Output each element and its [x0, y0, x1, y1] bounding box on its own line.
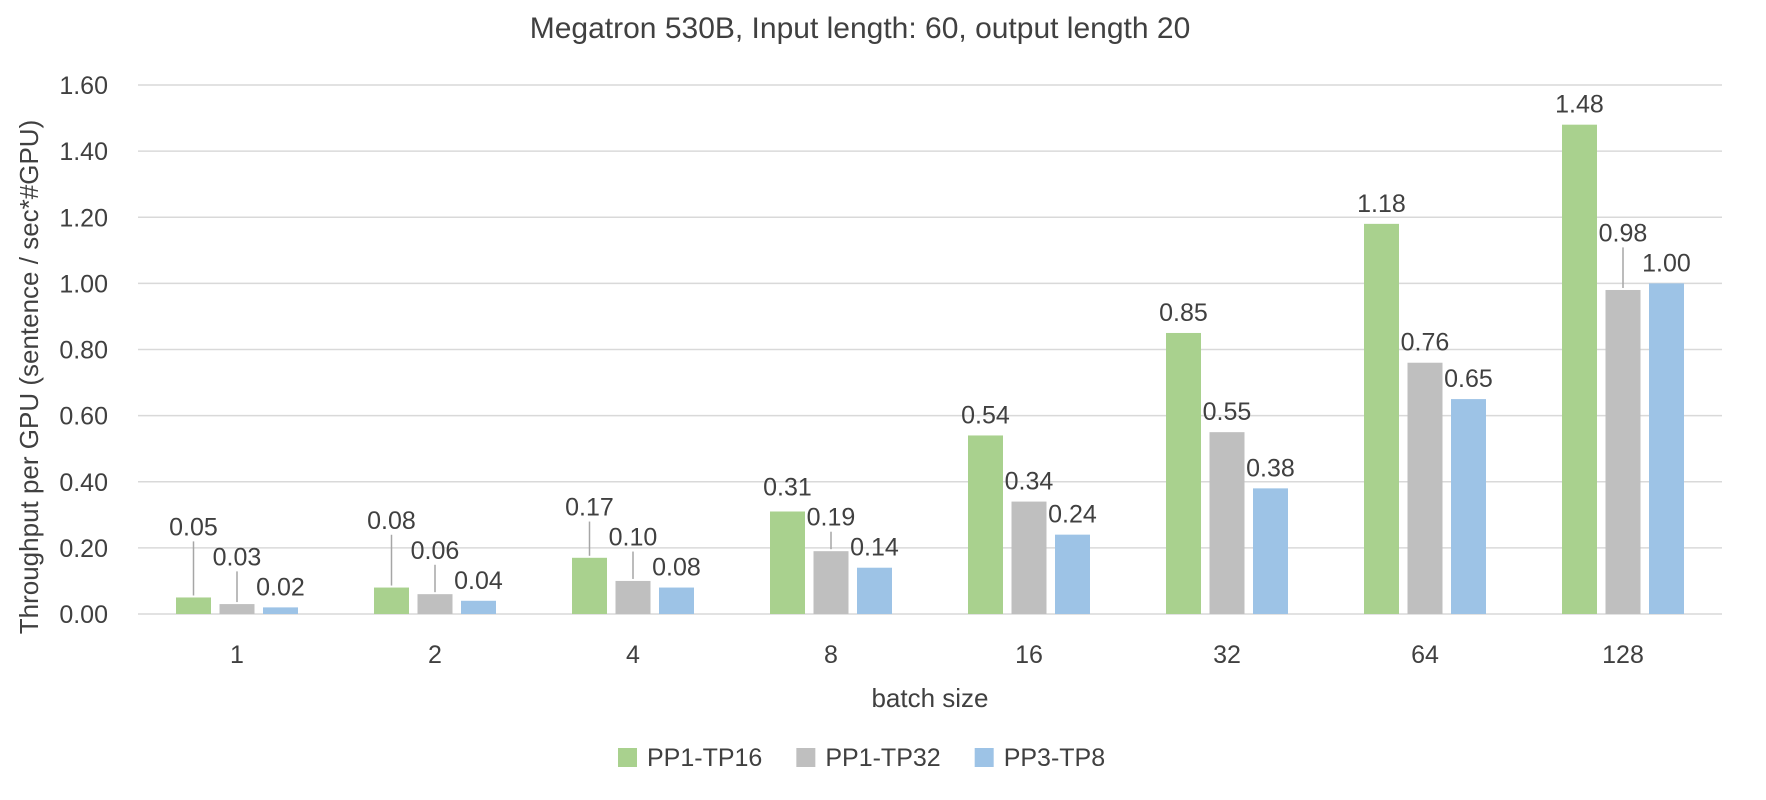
y-tick-label: 1.60: [59, 72, 108, 100]
y-tick-label: 0.20: [59, 535, 108, 563]
y-tick-label: 0.80: [59, 337, 108, 365]
bar-pp1-tp16-32: [1166, 332, 1201, 614]
y-tick-label: 0.40: [59, 469, 108, 497]
bar-pp3-tp8-16: [1055, 534, 1090, 614]
data-label-pp1-tp16-2: 0.08: [367, 507, 416, 535]
data-label-pp3-tp8-4: 0.08: [652, 554, 701, 582]
bar-pp1-tp32-4: [615, 580, 651, 614]
bar-pp1-tp32-2: [417, 594, 453, 614]
data-label-pp1-tp32-8: 0.19: [807, 504, 856, 532]
data-label-pp3-tp8-128: 1.00: [1642, 249, 1691, 277]
bar-pp3-tp8-8: [857, 567, 892, 614]
data-label-pp1-tp32-4: 0.10: [609, 524, 658, 552]
bar-pp1-tp16-16: [968, 435, 1003, 614]
bar-pp1-tp32-8: [813, 551, 849, 614]
x-tick-label: 128: [1602, 641, 1644, 669]
data-label-pp3-tp8-16: 0.24: [1048, 501, 1097, 529]
legend-swatch-pp1-tp16: [618, 748, 637, 767]
bar-pp3-tp8-4: [659, 587, 694, 614]
data-label-pp1-tp32-32: 0.55: [1203, 398, 1252, 426]
x-tick-label: 1: [230, 641, 244, 669]
bar-pp1-tp16-2: [374, 587, 409, 614]
chart-title: Megatron 530B, Input length: 60, output …: [530, 12, 1191, 45]
y-tick-label: 1.00: [59, 270, 108, 298]
bar-pp1-tp16-64: [1364, 223, 1399, 615]
x-tick-label: 64: [1411, 641, 1439, 669]
data-label-pp1-tp16-64: 1.18: [1357, 190, 1406, 218]
legend-swatch-pp1-tp32: [796, 748, 816, 767]
bar-pp1-tp32-16: [1011, 501, 1047, 614]
legend: PP1-TP16 PP1-TP32 PP3-TP8: [618, 744, 1105, 772]
bar-pp1-tp32-128: [1605, 289, 1641, 614]
data-label-pp1-tp16-8: 0.31: [763, 474, 812, 502]
bar-pp1-tp32-32: [1209, 432, 1245, 614]
x-tick-label: 32: [1213, 641, 1241, 669]
data-label-pp1-tp32-128: 0.98: [1599, 219, 1648, 247]
bar-pp1-tp16-4: [572, 557, 607, 614]
bar-pp1-tp32-64: [1407, 362, 1443, 614]
legend-swatch-pp3-tp8: [974, 748, 994, 767]
y-tick-label: 0.00: [59, 601, 108, 629]
data-label-pp1-tp32-64: 0.76: [1401, 329, 1450, 357]
bar-pp3-tp8-64: [1451, 399, 1486, 614]
data-label-pp1-tp16-1: 0.05: [169, 513, 218, 541]
gridlines: [138, 84, 1722, 615]
data-labels: 0.050.030.020.080.060.040.170.100.080.31…: [169, 91, 1691, 602]
x-axis-title: batch size: [871, 683, 988, 713]
data-label-pp1-tp16-4: 0.17: [565, 494, 614, 522]
bar-pp1-tp16-1: [176, 597, 211, 614]
x-tick-label: 8: [824, 641, 838, 669]
bars: [176, 124, 1684, 615]
legend-label-pp1-tp32: PP1-TP32: [825, 744, 940, 772]
x-tick-label: 16: [1015, 641, 1043, 669]
bar-pp1-tp16-128: [1562, 124, 1597, 615]
data-label-pp1-tp32-1: 0.03: [213, 543, 262, 571]
bar-pp1-tp16-8: [770, 511, 805, 614]
data-label-pp1-tp16-128: 1.48: [1555, 91, 1604, 119]
y-tick-label: 0.60: [59, 403, 108, 431]
y-tick-label: 1.20: [59, 204, 108, 232]
bar-pp3-tp8-128: [1649, 283, 1684, 614]
data-label-pp1-tp32-16: 0.34: [1005, 468, 1054, 496]
bar-pp3-tp8-1: [263, 607, 298, 614]
data-label-pp1-tp32-2: 0.06: [411, 537, 460, 565]
x-tick-label: 2: [428, 641, 442, 669]
data-label-pp3-tp8-1: 0.02: [256, 573, 305, 601]
bar-pp1-tp32-1: [219, 604, 255, 614]
label-leader-lines: [192, 247, 1624, 603]
data-label-pp3-tp8-32: 0.38: [1246, 454, 1295, 482]
legend-label-pp1-tp16: PP1-TP16: [647, 744, 762, 772]
y-axis-title: Throughput per GPU (sentence / sec*#GPU): [14, 120, 44, 634]
y-axis-ticks: 0.00 0.20 0.40 0.60 0.80 1.00 1.20 1.40 1.60: [59, 72, 108, 629]
legend-label-pp3-tp8: PP3-TP8: [1004, 744, 1105, 772]
data-label-pp1-tp16-16: 0.54: [961, 401, 1010, 429]
data-label-pp1-tp16-32: 0.85: [1159, 299, 1208, 327]
bar-pp3-tp8-2: [461, 600, 496, 614]
data-label-pp3-tp8-8: 0.14: [850, 534, 899, 562]
data-label-pp3-tp8-64: 0.65: [1444, 365, 1493, 393]
data-label-pp3-tp8-2: 0.04: [454, 567, 503, 595]
x-tick-label: 4: [626, 641, 640, 669]
bar-pp3-tp8-32: [1253, 488, 1288, 614]
y-tick-label: 1.40: [59, 138, 108, 166]
x-axis-ticks: 1 2 4 8 16 32 64 128: [230, 641, 1644, 669]
